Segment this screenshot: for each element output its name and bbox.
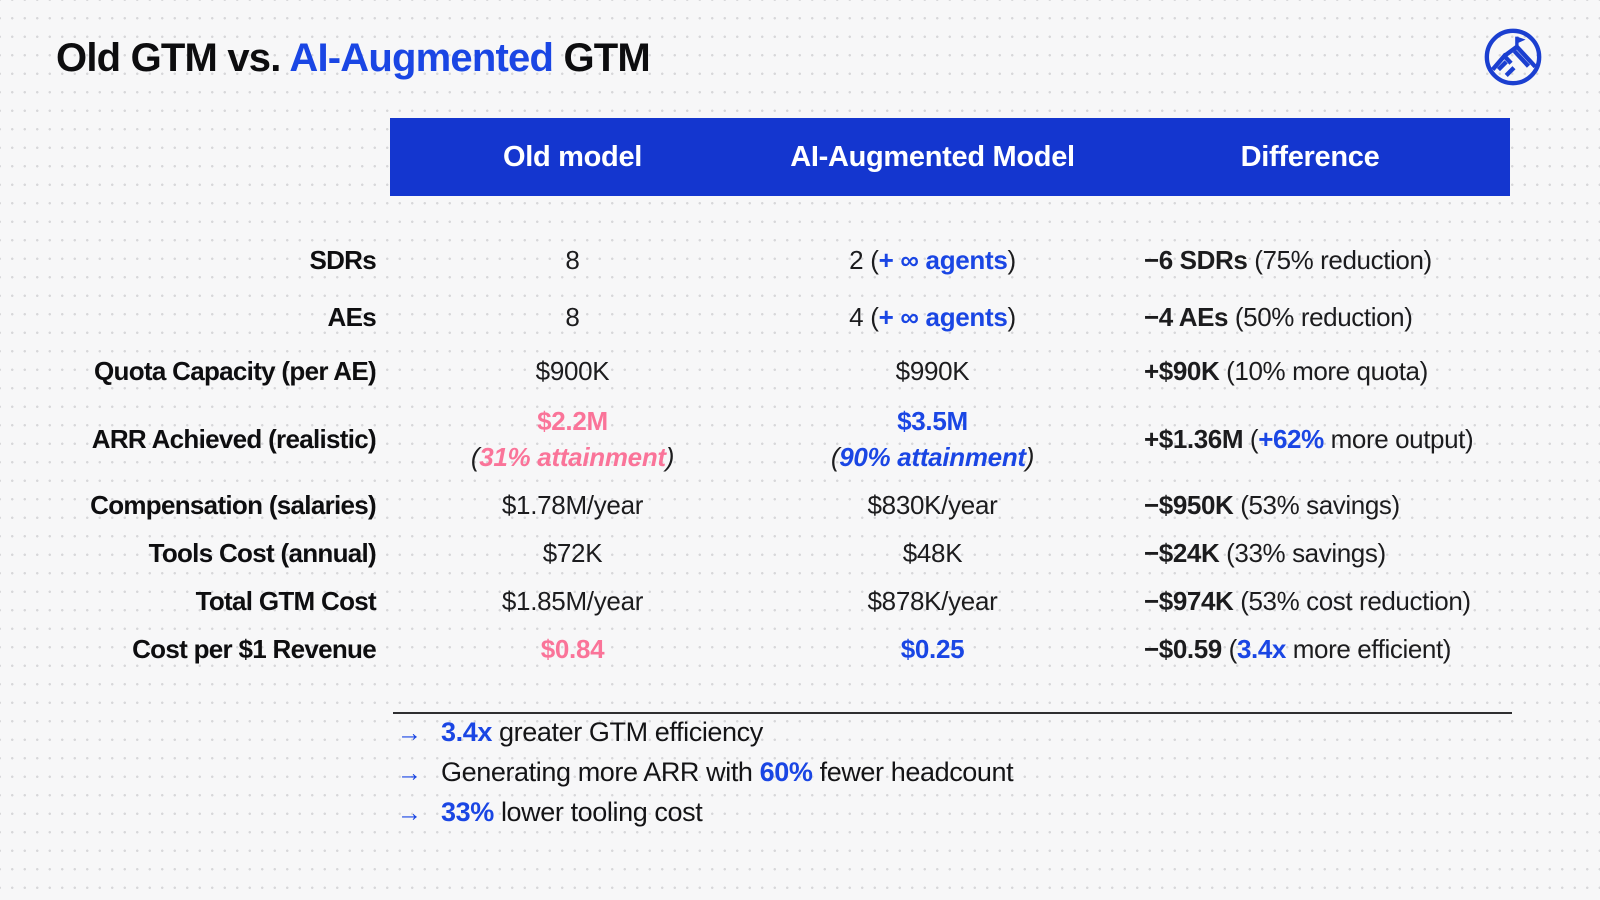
difference-value: +$1.36M (+62% more output) [1144, 424, 1474, 455]
old-model-value: $0.84 [540, 634, 605, 665]
old-model-value: $1.85M/year [501, 586, 644, 617]
table-body: SDRs 8 2 (+ ∞ agents) −6 SDRs (75% reduc… [60, 232, 1510, 674]
table-row-quota-capacity: Quota Capacity (per AE) $900K $990K +$90… [60, 346, 1510, 398]
old-model-value: 8 [565, 302, 580, 333]
difference-value: −$950K (53% savings) [1144, 490, 1400, 521]
table-row-total-gtm-cost: Total GTM Cost $1.85M/year $878K/year −$… [60, 578, 1510, 626]
takeaway-text: Generating more ARR with 60% fewer headc… [441, 757, 1014, 787]
difference-value: −4 AEs (50% reduction) [1144, 302, 1413, 333]
row-label: Tools Cost (annual) [148, 538, 377, 569]
row-label: Total GTM Cost [195, 586, 377, 617]
comparison-table: Old model AI-Augmented Model Difference … [60, 118, 1510, 674]
old-model-value: $72K [542, 538, 603, 569]
table-row-arr-achieved: ARR Achieved (realistic) $2.2M (31% attai… [60, 398, 1510, 482]
difference-value: +$90K (10% more quota) [1144, 356, 1428, 387]
ai-model-value: $48K [902, 538, 963, 569]
ai-model-value: 4 (+ ∞ agents) [849, 302, 1016, 333]
old-model-value: 8 [565, 245, 580, 276]
table-row-cost-per-revenue: Cost per $1 Revenue $0.84 $0.25 −$0.59 (… [60, 626, 1510, 674]
difference-value: −6 SDRs (75% reduction) [1144, 245, 1432, 276]
difference-value: −$0.59 (3.4x more efficient) [1144, 634, 1452, 665]
ai-model-value: 2 (+ ∞ agents) [849, 245, 1016, 276]
table-row-tools-cost: Tools Cost (annual) $72K $48K −$24K (33%… [60, 530, 1510, 578]
row-label: Compensation (salaries) [90, 490, 377, 521]
ai-model-value: $878K/year [867, 586, 998, 617]
takeaway-item: → Generating more ARR with 60% fewer hea… [397, 757, 1014, 797]
old-model-value: $900K [535, 356, 610, 387]
row-label: SDRs [309, 245, 376, 276]
arrow-right-icon: → [397, 759, 422, 787]
row-label: Quota Capacity (per AE) [94, 356, 377, 387]
row-label: AEs [327, 302, 377, 333]
arrow-right-icon: → [397, 799, 422, 827]
mountain-summit-logo-icon [1482, 26, 1544, 88]
divider-line [393, 712, 1512, 714]
table-row-aes: AEs 8 4 (+ ∞ agents) −4 AEs (50% reducti… [60, 290, 1510, 346]
arrow-right-icon: → [397, 719, 422, 747]
old-model-value: $2.2M (31% attainment) [470, 406, 675, 472]
table-row-sdrs: SDRs 8 2 (+ ∞ agents) −6 SDRs (75% reduc… [60, 232, 1510, 290]
difference-value: −$974K (53% cost reduction) [1144, 586, 1471, 617]
takeaway-text: 3.4x greater GTM efficiency [441, 717, 763, 747]
takeaway-item: → 33% lower tooling cost [397, 797, 1013, 837]
difference-value: −$24K (33% savings) [1144, 538, 1386, 569]
ai-model-value: $830K/year [867, 490, 998, 521]
takeaway-text: 33% lower tooling cost [441, 797, 703, 827]
takeaway-item: → 3.4x greater GTM efficiency [397, 717, 1013, 757]
takeaways-list: → 3.4x greater GTM efficiency → Generati… [397, 717, 1014, 837]
page-title: Old GTM vs. AI-Augmented GTM [56, 36, 651, 80]
column-header-old-model: Old model [502, 140, 643, 173]
row-label: ARR Achieved (realistic) [91, 424, 377, 455]
table-row-compensation: Compensation (salaries) $1.78M/year $830… [60, 482, 1510, 530]
row-label: Cost per $1 Revenue [132, 634, 377, 665]
column-header-difference: Difference [1240, 140, 1380, 173]
old-model-value: $1.78M/year [501, 490, 644, 521]
table-header-bar: Old model AI-Augmented Model Difference [390, 118, 1510, 196]
ai-model-value: $0.25 [900, 634, 965, 665]
ai-model-value: $990K [895, 356, 970, 387]
column-header-ai-augmented-model: AI-Augmented Model [790, 140, 1075, 173]
ai-model-value: $3.5M (90% attainment) [830, 406, 1035, 472]
